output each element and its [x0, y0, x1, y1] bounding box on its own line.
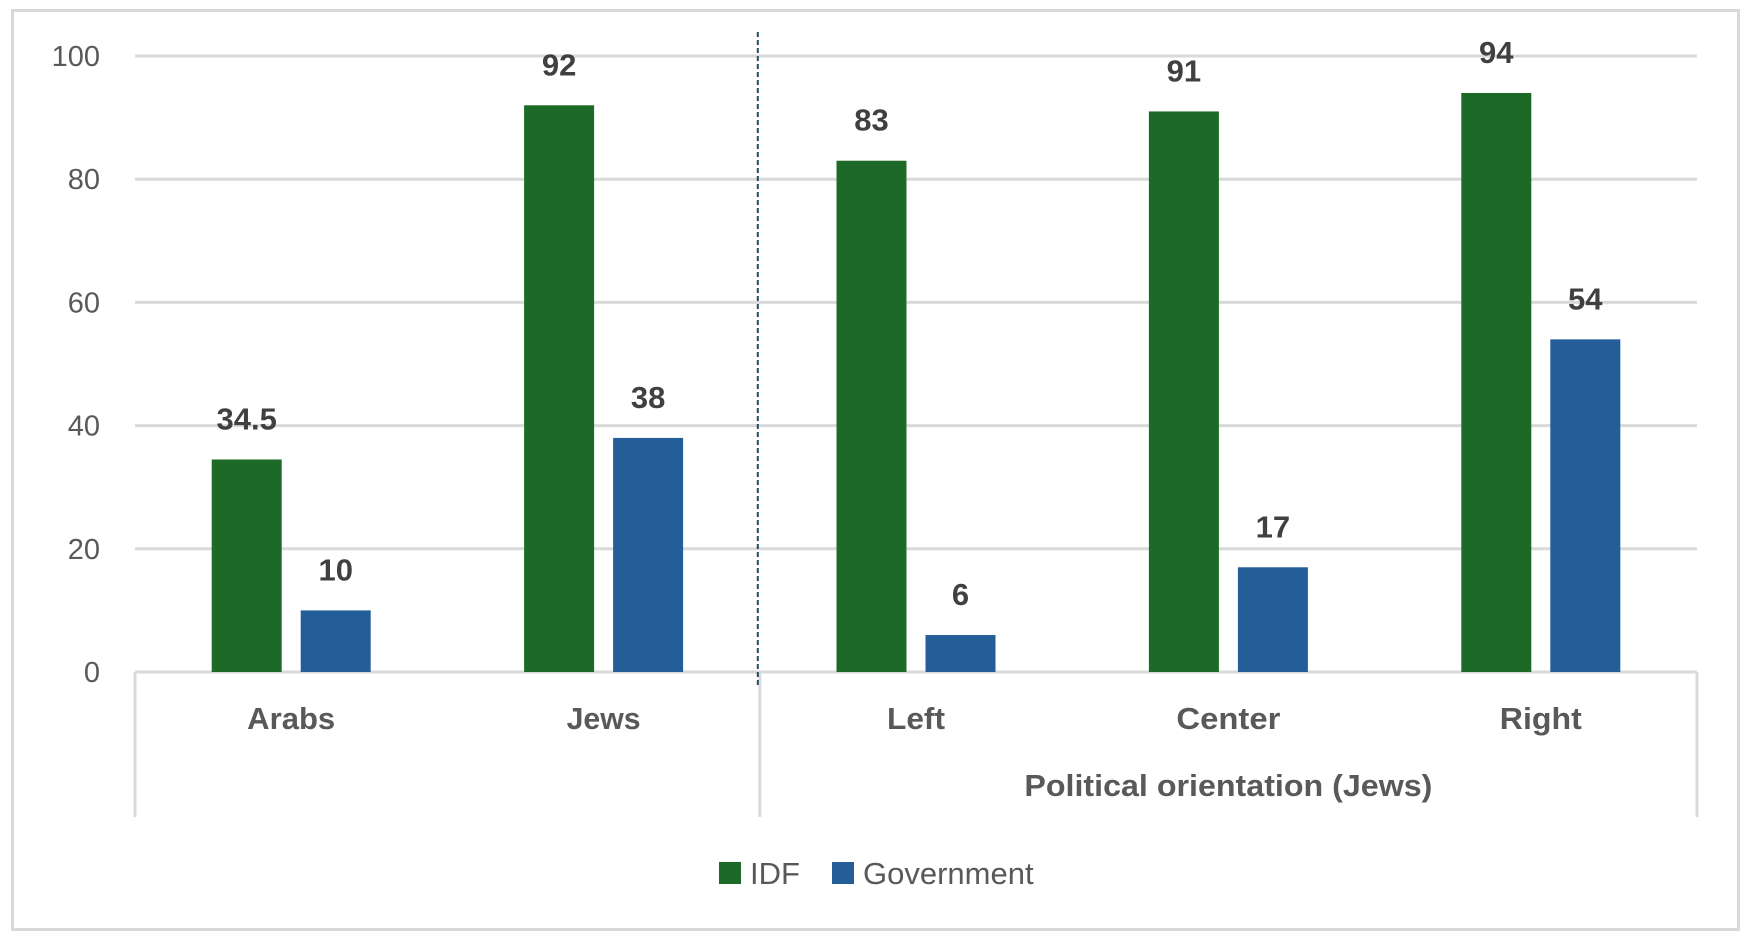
legend-label-idf: IDF — [750, 856, 800, 891]
y-tick-label: 80 — [68, 164, 100, 196]
category-label: Center — [1176, 701, 1280, 736]
legend-label-government: Government — [863, 856, 1034, 891]
bar-idf-jews — [524, 105, 595, 672]
bar-idf-center — [1148, 111, 1219, 672]
y-tick-label: 40 — [68, 411, 100, 443]
data-label: 92 — [542, 47, 576, 82]
y-tick-label: 20 — [68, 534, 100, 566]
data-label: 91 — [1167, 53, 1201, 88]
category-label: Left — [887, 701, 945, 736]
data-label: 54 — [1568, 281, 1603, 316]
bar-government-center — [1237, 567, 1308, 672]
bar-government-right — [1550, 339, 1621, 672]
category-label: Right — [1500, 701, 1582, 736]
bar-government-arabs — [300, 610, 371, 672]
category-group-label: Political orientation (Jews) — [1024, 768, 1432, 803]
data-label: 6 — [952, 577, 969, 612]
bar-government-left — [925, 635, 996, 672]
bar-idf-arabs — [211, 459, 282, 672]
data-label: 38 — [631, 380, 665, 415]
legend-swatch-government — [832, 862, 854, 884]
data-label: 34.5 — [217, 401, 277, 436]
bar-idf-left — [836, 160, 907, 672]
y-tick-label: 100 — [52, 41, 100, 73]
data-label: 83 — [854, 103, 888, 138]
bar-government-jews — [613, 437, 684, 672]
data-label: 94 — [1479, 35, 1514, 70]
y-tick-label: 0 — [84, 657, 100, 689]
legend-swatch-idf — [719, 862, 741, 884]
category-label: Arabs — [247, 701, 335, 736]
category-label: Jews — [567, 701, 641, 736]
data-label: 10 — [318, 552, 352, 587]
y-tick-label: 60 — [68, 287, 100, 319]
bar-idf-right — [1461, 92, 1532, 672]
data-label: 17 — [1256, 509, 1290, 544]
